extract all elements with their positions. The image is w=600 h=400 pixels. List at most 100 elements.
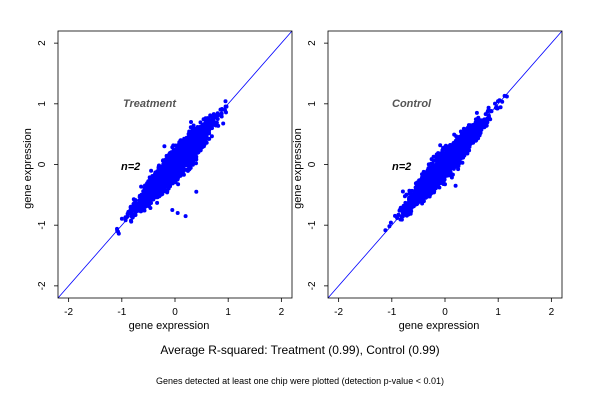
data-point xyxy=(207,136,212,141)
data-point xyxy=(183,144,188,149)
data-point xyxy=(483,112,488,117)
data-point xyxy=(170,208,175,212)
x-tick-label: 0 xyxy=(172,307,178,318)
data-point xyxy=(486,105,491,110)
data-point xyxy=(198,120,203,125)
data-point xyxy=(198,139,203,144)
data-point xyxy=(179,142,184,147)
x-tick-label: -2 xyxy=(64,307,73,318)
data-point xyxy=(185,167,190,172)
data-point xyxy=(425,194,429,199)
data-point xyxy=(186,139,191,144)
data-point xyxy=(396,212,401,217)
data-point xyxy=(183,157,188,162)
data-point xyxy=(223,99,228,104)
data-point xyxy=(189,146,194,151)
data-point xyxy=(171,147,176,152)
data-point xyxy=(383,228,388,233)
data-point xyxy=(162,144,167,149)
data-point xyxy=(191,123,196,128)
data-point xyxy=(159,174,163,179)
data-point xyxy=(185,153,190,158)
y-tick-label: 0 xyxy=(37,161,48,167)
data-point xyxy=(148,194,153,199)
data-point xyxy=(177,170,182,175)
data-point xyxy=(197,146,202,151)
data-point xyxy=(153,191,158,196)
data-point xyxy=(153,186,158,191)
data-point xyxy=(432,190,436,195)
data-point xyxy=(183,214,188,219)
data-point xyxy=(130,215,135,220)
y-tick-label: -1 xyxy=(37,220,48,229)
x-axis-label: gene expression xyxy=(129,320,210,332)
data-point xyxy=(420,201,425,206)
data-point xyxy=(173,143,178,148)
data-point xyxy=(161,184,166,189)
data-point xyxy=(203,123,208,128)
data-point xyxy=(192,135,197,139)
data-point xyxy=(189,120,193,124)
data-point xyxy=(175,176,180,181)
y-tick-label: 2 xyxy=(37,40,48,46)
data-point xyxy=(181,168,186,173)
data-point xyxy=(438,143,443,148)
data-point xyxy=(202,142,207,147)
data-point xyxy=(155,200,160,205)
data-point xyxy=(219,114,224,119)
x-tick-label: 2 xyxy=(279,307,285,318)
data-point xyxy=(129,219,134,224)
data-point xyxy=(181,171,185,176)
data-point xyxy=(474,117,479,122)
data-point xyxy=(173,180,178,185)
data-point xyxy=(173,169,178,174)
data-point xyxy=(176,165,181,170)
data-point xyxy=(162,171,167,176)
data-point xyxy=(448,173,453,178)
data-point xyxy=(143,184,148,189)
data-point xyxy=(149,168,154,173)
data-point xyxy=(159,189,164,194)
data-point xyxy=(180,163,185,168)
data-point xyxy=(164,153,169,158)
data-point xyxy=(147,199,152,204)
panel-title: Treatment xyxy=(123,98,177,110)
data-point xyxy=(125,214,130,219)
data-point xyxy=(174,173,178,178)
data-point xyxy=(158,165,163,169)
data-point xyxy=(209,119,214,124)
data-point xyxy=(201,117,206,122)
data-point xyxy=(402,194,407,199)
y-tick-label: 1 xyxy=(37,101,48,107)
data-point xyxy=(119,216,124,221)
data-point xyxy=(194,157,199,162)
data-point xyxy=(139,184,144,189)
data-point xyxy=(205,128,210,133)
data-point xyxy=(442,177,447,182)
data-point xyxy=(172,159,177,164)
data-point xyxy=(131,197,136,202)
data-point xyxy=(215,117,220,121)
data-point xyxy=(173,165,178,170)
data-point xyxy=(174,150,179,155)
data-point xyxy=(209,122,214,127)
data-point xyxy=(404,204,409,209)
data-point xyxy=(194,161,198,166)
x-tick-label: 1 xyxy=(225,307,231,318)
data-point xyxy=(498,105,503,110)
data-point xyxy=(167,184,172,189)
data-point xyxy=(400,189,405,194)
data-point xyxy=(205,117,210,122)
data-point xyxy=(179,151,183,156)
data-points xyxy=(383,93,509,233)
data-point xyxy=(420,172,424,177)
data-point xyxy=(218,107,223,112)
data-point xyxy=(199,142,204,147)
y-tick-label: -2 xyxy=(37,281,48,290)
data-point xyxy=(496,99,500,104)
data-point xyxy=(213,113,218,118)
data-point xyxy=(476,136,481,141)
data-point xyxy=(157,185,162,189)
